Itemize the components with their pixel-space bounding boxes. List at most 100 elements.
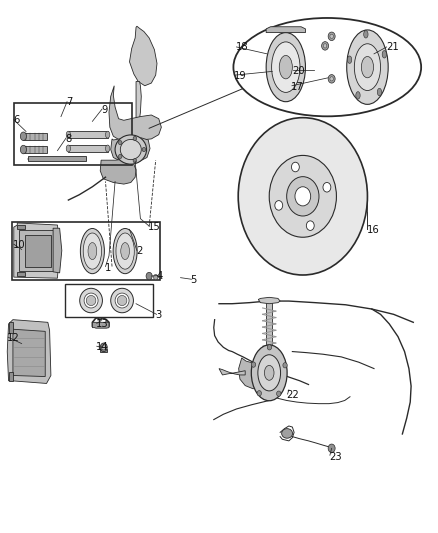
Polygon shape <box>219 368 245 375</box>
Polygon shape <box>25 235 51 266</box>
Ellipse shape <box>361 56 374 78</box>
Bar <box>14 103 132 165</box>
Ellipse shape <box>116 233 134 269</box>
Ellipse shape <box>364 30 368 38</box>
Text: 13: 13 <box>96 319 109 329</box>
Ellipse shape <box>88 243 97 260</box>
Circle shape <box>328 32 335 41</box>
Polygon shape <box>19 230 53 271</box>
Ellipse shape <box>81 229 104 273</box>
Polygon shape <box>53 228 62 273</box>
Ellipse shape <box>121 243 130 260</box>
Circle shape <box>291 162 299 172</box>
Text: 12: 12 <box>7 333 20 343</box>
Polygon shape <box>23 133 46 140</box>
Ellipse shape <box>272 42 300 92</box>
Polygon shape <box>9 372 13 381</box>
Ellipse shape <box>20 146 26 154</box>
Circle shape <box>267 345 272 350</box>
Circle shape <box>275 200 283 210</box>
Circle shape <box>251 362 256 367</box>
Polygon shape <box>258 297 280 304</box>
Ellipse shape <box>251 345 287 401</box>
Ellipse shape <box>106 145 110 152</box>
Text: 5: 5 <box>191 275 197 285</box>
Text: 14: 14 <box>96 342 109 352</box>
Polygon shape <box>68 146 108 152</box>
Ellipse shape <box>347 30 388 104</box>
Circle shape <box>287 176 319 216</box>
Polygon shape <box>13 329 45 376</box>
Polygon shape <box>100 159 136 184</box>
Ellipse shape <box>120 140 141 160</box>
Polygon shape <box>23 146 46 154</box>
Circle shape <box>276 391 281 397</box>
Text: 7: 7 <box>66 96 73 107</box>
Text: 16: 16 <box>367 225 379 236</box>
Ellipse shape <box>117 295 127 305</box>
Text: 23: 23 <box>329 452 342 462</box>
Text: 19: 19 <box>234 71 247 81</box>
Ellipse shape <box>258 355 281 391</box>
Polygon shape <box>130 26 157 86</box>
Ellipse shape <box>282 429 293 438</box>
Polygon shape <box>266 301 272 349</box>
Ellipse shape <box>80 288 102 313</box>
Circle shape <box>330 34 333 38</box>
Ellipse shape <box>347 56 352 63</box>
Polygon shape <box>68 132 108 138</box>
Circle shape <box>323 44 327 48</box>
Bar <box>12 222 160 280</box>
Polygon shape <box>239 358 263 389</box>
Circle shape <box>257 391 261 396</box>
Polygon shape <box>100 350 107 352</box>
Circle shape <box>100 343 107 352</box>
Ellipse shape <box>86 295 96 305</box>
Circle shape <box>328 444 335 453</box>
Polygon shape <box>7 320 51 383</box>
Polygon shape <box>14 223 60 278</box>
Text: 18: 18 <box>236 43 248 52</box>
Ellipse shape <box>106 131 110 138</box>
Circle shape <box>118 141 122 145</box>
Polygon shape <box>266 27 305 33</box>
Ellipse shape <box>356 92 360 99</box>
Ellipse shape <box>84 293 98 308</box>
Circle shape <box>328 75 335 83</box>
Text: 8: 8 <box>65 134 71 144</box>
Ellipse shape <box>83 233 102 269</box>
Text: 21: 21 <box>386 43 399 52</box>
Circle shape <box>323 182 331 192</box>
Circle shape <box>118 154 122 158</box>
Ellipse shape <box>113 229 137 273</box>
Text: 17: 17 <box>291 82 304 92</box>
Ellipse shape <box>115 135 147 164</box>
Text: 22: 22 <box>287 390 300 400</box>
Circle shape <box>238 118 367 275</box>
Ellipse shape <box>115 293 129 308</box>
Text: 2: 2 <box>136 246 142 255</box>
Circle shape <box>283 362 287 368</box>
Text: 1: 1 <box>105 263 111 272</box>
Circle shape <box>330 77 333 81</box>
Ellipse shape <box>382 51 386 58</box>
Ellipse shape <box>354 44 381 91</box>
Circle shape <box>295 187 311 206</box>
Circle shape <box>102 345 106 350</box>
Circle shape <box>269 156 336 237</box>
Ellipse shape <box>20 132 26 141</box>
Polygon shape <box>17 225 25 229</box>
Circle shape <box>153 274 158 280</box>
Text: 9: 9 <box>101 104 107 115</box>
Text: 4: 4 <box>157 271 163 281</box>
Polygon shape <box>28 157 86 161</box>
Polygon shape <box>111 138 150 163</box>
Polygon shape <box>109 86 161 142</box>
Text: 10: 10 <box>13 240 25 250</box>
Text: 15: 15 <box>148 222 161 232</box>
Ellipse shape <box>279 55 292 79</box>
Ellipse shape <box>111 288 134 313</box>
Ellipse shape <box>66 145 71 152</box>
Ellipse shape <box>66 131 71 138</box>
Circle shape <box>146 272 152 280</box>
